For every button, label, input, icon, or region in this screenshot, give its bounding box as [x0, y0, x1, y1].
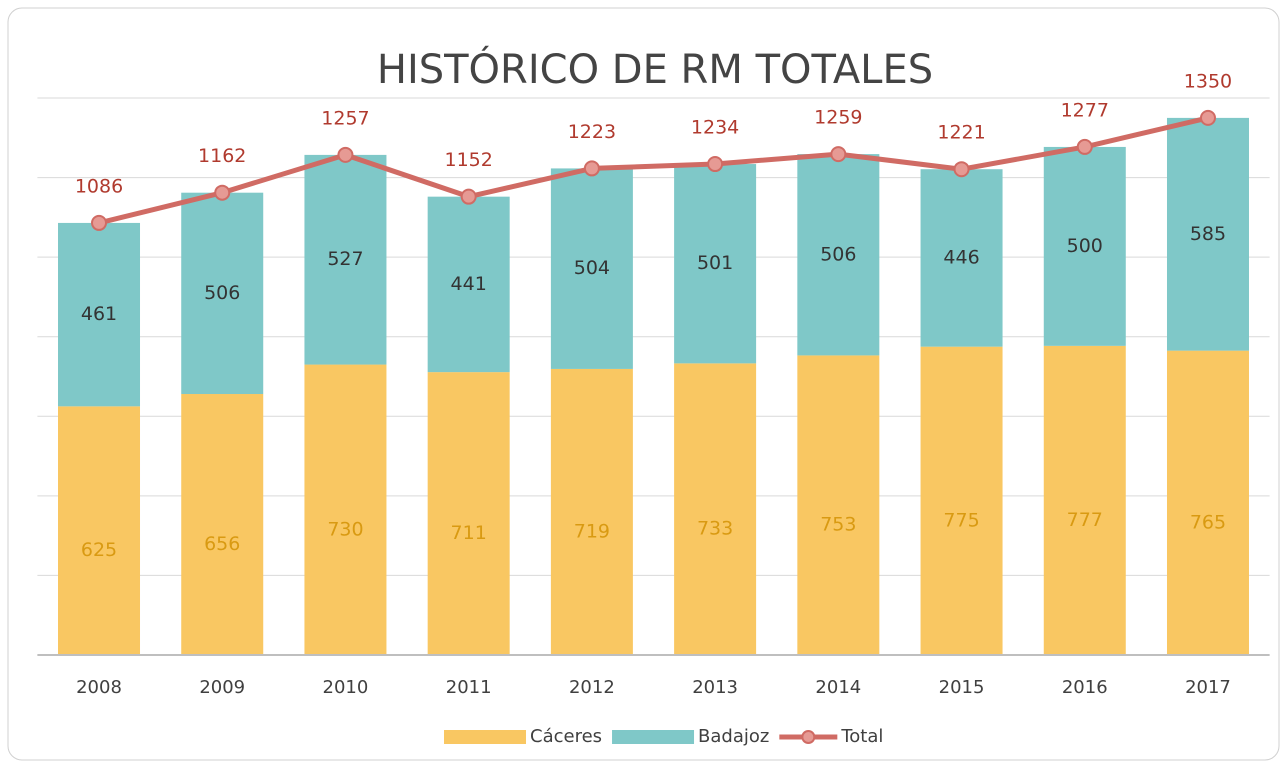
bar-segment	[797, 355, 880, 655]
line-marker	[1076, 138, 1093, 155]
bar-segment	[181, 394, 264, 655]
data-label: 777	[1067, 509, 1103, 531]
bar-segment	[550, 368, 633, 655]
data-label: 625	[81, 539, 117, 561]
data-label: 1162	[198, 145, 246, 167]
data-label: 1257	[321, 107, 369, 129]
data-label: 527	[327, 248, 363, 270]
data-label: 506	[204, 282, 240, 304]
bar-segment	[1166, 117, 1249, 351]
bar-segment	[58, 222, 141, 407]
legend-swatch	[801, 730, 816, 744]
data-label: 719	[574, 520, 610, 542]
x-tick-label: 2011	[446, 677, 492, 698]
data-label: 504	[574, 257, 610, 279]
line-marker	[583, 160, 600, 177]
data-label: 730	[327, 518, 363, 540]
x-tick-label: 2016	[1062, 677, 1108, 698]
bar-segment	[427, 196, 510, 373]
bar-segment	[427, 372, 510, 655]
data-label: 733	[697, 518, 733, 540]
data-label: 1259	[814, 107, 862, 129]
chart-title: HISTÓRICO DE RM TOTALES	[377, 45, 933, 93]
data-label: 461	[81, 303, 117, 325]
legend-swatch	[612, 730, 695, 744]
legend-swatch	[444, 730, 526, 744]
bar-segment	[674, 164, 757, 364]
bar-segment	[920, 169, 1003, 347]
bar-segment	[304, 364, 387, 655]
data-label: 446	[943, 246, 979, 268]
data-label: 656	[204, 533, 240, 555]
x-tick-label: 2017	[1185, 677, 1231, 698]
legend-label: Cáceres	[530, 726, 602, 747]
x-tick-label: 2014	[815, 677, 861, 698]
data-label: 585	[1190, 223, 1226, 245]
bar-segment	[58, 406, 141, 655]
total-line	[98, 115, 1209, 226]
line-marker	[214, 184, 231, 201]
data-label: 765	[1190, 511, 1226, 533]
x-tick-label: 2012	[569, 677, 615, 698]
line-marker	[460, 188, 477, 205]
bar-segment	[1166, 350, 1249, 655]
data-label: 711	[451, 522, 487, 544]
x-tick-label: 2015	[939, 677, 985, 698]
x-tick-label: 2010	[323, 677, 369, 698]
legend: Cáceres Badajoz Total	[444, 726, 883, 747]
bar-segment	[674, 363, 757, 655]
data-label: 1086	[75, 175, 123, 197]
data-label: 1350	[1184, 70, 1232, 92]
bar-segment	[550, 168, 633, 369]
x-tick-label: 2009	[199, 677, 245, 698]
line-marker	[953, 161, 970, 178]
data-label: 1221	[937, 122, 985, 144]
data-label: 1223	[568, 121, 616, 143]
data-label: 1277	[1061, 99, 1109, 121]
data-label: 501	[697, 252, 733, 274]
x-tick-label: 2008	[76, 677, 122, 698]
bar-segment	[797, 154, 880, 356]
legend-label: Total	[840, 726, 883, 747]
bar-segment	[920, 346, 1003, 655]
line-marker	[91, 214, 108, 231]
data-label: 753	[820, 514, 856, 536]
data-label: 775	[943, 509, 979, 531]
data-label: 500	[1067, 235, 1103, 257]
line-marker	[1199, 109, 1216, 126]
bar-segment	[1043, 146, 1126, 346]
data-label: 1234	[691, 117, 739, 139]
data-label: 506	[820, 243, 856, 265]
bar-segment	[1043, 345, 1126, 655]
data-label: 441	[451, 273, 487, 295]
line-marker	[337, 146, 354, 163]
x-tick-label: 2013	[692, 677, 738, 698]
bar-segment	[304, 154, 387, 365]
line-marker	[830, 146, 847, 163]
bar-segment	[181, 192, 264, 395]
line-marker	[707, 156, 724, 173]
legend-label: Badajoz	[698, 726, 769, 747]
data-label: 1152	[444, 149, 492, 171]
